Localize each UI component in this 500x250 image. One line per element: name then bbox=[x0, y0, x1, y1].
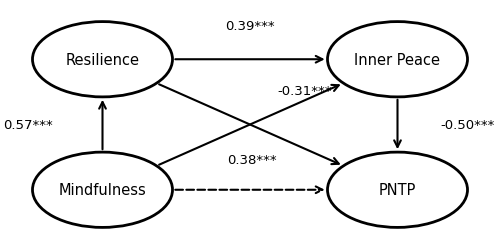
Ellipse shape bbox=[328, 22, 468, 98]
Ellipse shape bbox=[32, 152, 172, 228]
Text: Inner Peace: Inner Peace bbox=[354, 52, 440, 68]
Text: -0.31***: -0.31*** bbox=[278, 85, 332, 98]
Text: Mindfulness: Mindfulness bbox=[58, 182, 146, 198]
Text: 0.57***: 0.57*** bbox=[2, 118, 52, 132]
Text: 0.38***: 0.38*** bbox=[228, 154, 277, 166]
Text: -0.50***: -0.50*** bbox=[440, 118, 494, 132]
Text: 0.39***: 0.39*** bbox=[225, 20, 275, 33]
Ellipse shape bbox=[328, 152, 468, 228]
Ellipse shape bbox=[32, 22, 172, 98]
Text: PNTP: PNTP bbox=[379, 182, 416, 198]
Text: Resilience: Resilience bbox=[66, 52, 140, 68]
